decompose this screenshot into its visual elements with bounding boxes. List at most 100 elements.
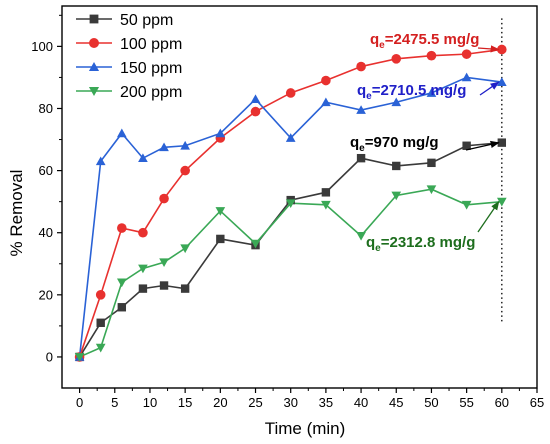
- data-point-series-1: [95, 290, 106, 300]
- annotation-label-3: qe=2312.8 mg/g: [366, 234, 475, 254]
- data-point-series-0: [321, 188, 331, 197]
- x-tick-label: 65: [530, 395, 544, 410]
- data-point-series-2: [321, 97, 331, 107]
- data-point-series-1: [321, 75, 331, 86]
- data-point-series-0: [497, 138, 507, 147]
- annotation-value: =2312.8 mg/g: [381, 234, 476, 251]
- x-tick-label: 30: [283, 395, 297, 410]
- x-tick-label: 45: [389, 395, 403, 410]
- annotation-sub: e: [366, 91, 372, 102]
- data-point-series-2: [180, 140, 190, 150]
- data-point-series-1: [356, 61, 366, 72]
- legend-label-1: 100 ppm: [120, 36, 182, 53]
- data-point-series-0: [462, 141, 471, 150]
- plot-frame: [61, 5, 538, 389]
- data-point-series-3: [74, 353, 85, 362]
- data-point-series-2: [116, 128, 127, 138]
- legend-marker-2: [88, 61, 100, 72]
- annotation-q: q: [366, 234, 375, 251]
- data-point-series-3: [426, 185, 437, 195]
- data-point-series-0: [138, 284, 148, 293]
- y-tick-label: 100: [31, 39, 53, 54]
- data-point-series-2: [426, 88, 437, 97]
- data-point-series-3: [496, 197, 507, 207]
- y-tick-label: 0: [46, 349, 53, 364]
- data-point-series-0: [96, 318, 105, 327]
- legend-label-2: 150 ppm: [120, 60, 182, 77]
- data-point-series-2: [285, 133, 296, 142]
- data-point-series-3: [391, 191, 402, 201]
- annotation-sub: e: [359, 143, 365, 154]
- annotation-value: =2475.5 mg/g: [385, 31, 480, 48]
- data-point-series-2: [250, 94, 261, 104]
- annotation-arrow-1: [479, 81, 500, 96]
- annotation-value: =970 mg/g: [365, 134, 439, 151]
- legend: 50 ppm 100 ppm 150 ppm 200 ppm: [76, 12, 182, 101]
- data-point-series-0: [392, 161, 401, 171]
- y-tick-label: 60: [39, 163, 53, 178]
- data-point-series-3: [138, 264, 148, 274]
- data-point-series-3: [116, 278, 127, 288]
- x-tick-label: 15: [178, 395, 192, 410]
- annotation-q: q: [370, 31, 379, 48]
- annotation-label-2: qe=970 mg/g: [350, 134, 439, 154]
- data-point-series-2: [95, 156, 106, 166]
- x-tick-label: 0: [76, 395, 83, 410]
- y-tick-label: 40: [39, 225, 53, 240]
- data-point-series-1: [461, 49, 472, 59]
- data-point-series-3: [285, 199, 296, 209]
- data-point-series-3: [95, 343, 106, 353]
- data-point-series-3: [215, 207, 226, 216]
- data-point-series-0: [159, 281, 169, 290]
- series-markers-group: [74, 44, 507, 362]
- data-point-series-0: [117, 303, 127, 312]
- data-point-series-0: [216, 234, 225, 244]
- y-tick-label: 80: [39, 101, 53, 116]
- annotation-arrow-3: [477, 200, 500, 233]
- annotation-arrow-0: [477, 45, 500, 53]
- annotation-value: =2710.5 mg/g: [372, 82, 467, 99]
- legend-marker-1: [89, 38, 99, 48]
- annotation-sub: e: [379, 40, 385, 51]
- data-point-series-2: [215, 128, 226, 138]
- annotations-group: qe=2475.5 mg/gqe=2710.5 mg/gqe=970 mg/gq…: [350, 31, 500, 254]
- x-tick-label: 50: [424, 395, 438, 410]
- data-point-series-1: [138, 227, 148, 238]
- x-tick-label: 20: [213, 395, 227, 410]
- legend-marker-3: [88, 86, 100, 97]
- annotation-label-0: qe=2475.5 mg/g: [370, 31, 479, 51]
- data-point-series-1: [159, 193, 169, 204]
- x-tick-label: 5: [111, 395, 118, 410]
- x-axis-title: Time (min): [265, 419, 346, 438]
- annotation-sub: e: [375, 243, 381, 254]
- y-tick-label: 20: [39, 287, 53, 302]
- data-point-series-3: [356, 231, 366, 241]
- x-tick-label: 25: [248, 395, 262, 410]
- data-point-series-1: [180, 165, 190, 176]
- x-tick-label: 55: [459, 395, 473, 410]
- data-point-series-1: [391, 53, 402, 64]
- x-tick-label: 35: [319, 395, 333, 410]
- y-axis-title: % Removal: [7, 170, 26, 257]
- annotation-q: q: [357, 82, 366, 99]
- legend-label-3: 200 ppm: [120, 84, 182, 101]
- annotation-label-1: qe=2710.5 mg/g: [357, 82, 466, 102]
- data-point-series-3: [159, 258, 169, 268]
- data-point-series-0: [356, 153, 366, 163]
- legend-label-0: 50 ppm: [120, 12, 173, 29]
- x-tick-label: 60: [495, 395, 509, 410]
- data-point-series-3: [180, 244, 190, 254]
- data-point-series-2: [138, 153, 148, 163]
- x-tick-label: 10: [143, 395, 157, 410]
- data-point-series-1: [250, 106, 261, 117]
- legend-marker-0: [89, 14, 99, 24]
- data-point-series-3: [461, 200, 472, 210]
- annotation-arrow-2: [465, 140, 500, 151]
- annotation-q: q: [350, 134, 359, 151]
- data-point-series-2: [356, 105, 366, 114]
- data-point-series-0: [427, 158, 436, 168]
- data-point-series-3: [321, 200, 331, 210]
- data-point-series-2: [461, 72, 472, 82]
- data-point-series-1: [426, 50, 437, 61]
